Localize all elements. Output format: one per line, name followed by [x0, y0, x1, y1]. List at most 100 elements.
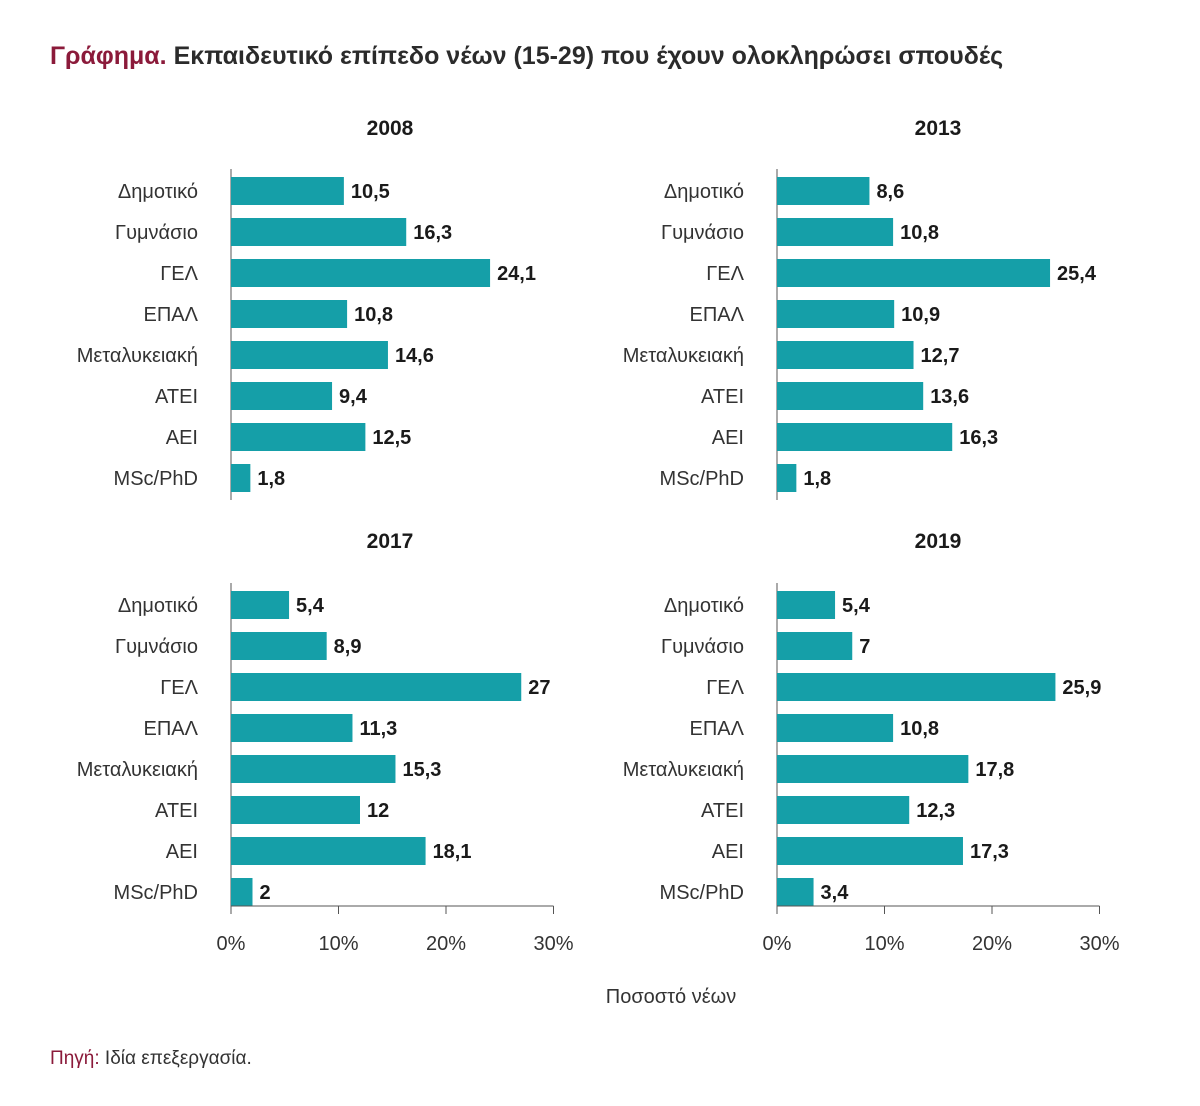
bar-2017: [231, 878, 253, 906]
category-label-2013: Γυμνάσιο: [661, 222, 744, 244]
category-label-2017: ΓΕΛ: [160, 677, 198, 699]
x-tick-label-2019: 30%: [1079, 933, 1119, 955]
x-tick-label-2017: 20%: [426, 933, 466, 955]
value-label-2013: 25,4: [1057, 263, 1097, 285]
category-label-2017: ΕΠΑΛ: [144, 718, 199, 740]
chart-title-text: Εκπαιδευτικό επίπεδο νέων (15-29) που έχ…: [173, 42, 1004, 70]
value-label-2013: 12,7: [921, 345, 960, 367]
category-label-2019: Μεταλυκειακή: [623, 759, 744, 781]
bar-2008: [231, 423, 366, 451]
bar-2019: [777, 796, 910, 824]
bar-2008: [231, 218, 407, 246]
chart-title-prefix: Γράφημα.: [50, 42, 167, 70]
value-label-2017: 8,9: [334, 636, 362, 658]
bar-2008: [231, 300, 348, 328]
category-label-2013: ΑΤΕΙ: [701, 386, 744, 408]
bar-2013: [777, 177, 870, 205]
bar-2013: [777, 382, 924, 410]
category-label-2008: ΓΕΛ: [160, 263, 198, 285]
category-label-2013: ΓΕΛ: [706, 263, 744, 285]
bar-2019: [777, 632, 853, 660]
value-label-2017: 12: [367, 800, 389, 822]
bar-2019: [777, 878, 814, 906]
value-label-2008: 12,5: [372, 427, 411, 449]
value-label-2013: 8,6: [876, 181, 904, 203]
value-label-2019: 5,4: [842, 595, 871, 617]
category-label-2013: Μεταλυκειακή: [623, 345, 744, 367]
x-tick-label-2019: 0%: [763, 933, 792, 955]
category-label-2008: ΕΠΑΛ: [144, 304, 199, 326]
x-tick-label-2017: 30%: [533, 933, 573, 955]
category-label-2013: ΕΠΑΛ: [690, 304, 745, 326]
bar-2017: [231, 796, 360, 824]
x-tick-label-2019: 10%: [864, 933, 904, 955]
category-label-2008: ΑΕΙ: [166, 427, 198, 449]
bar-2013: [777, 259, 1051, 287]
category-label-2008: ΑΤΕΙ: [155, 386, 198, 408]
bar-2017: [231, 714, 353, 742]
bar-2008: [231, 177, 344, 205]
bar-2019: [777, 673, 1056, 701]
value-label-2017: 2: [260, 882, 271, 904]
category-label-2019: ΑΕΙ: [712, 841, 744, 863]
category-label-2008: MSc/PhD: [114, 468, 198, 490]
value-label-2008: 10,8: [354, 304, 393, 326]
category-label-2008: Μεταλυκειακή: [77, 345, 198, 367]
panel-title-2008: 2008: [367, 117, 414, 140]
category-label-2013: ΑΕΙ: [712, 427, 744, 449]
bar-2019: [777, 755, 969, 783]
value-label-2008: 1,8: [257, 468, 285, 490]
value-label-2019: 17,3: [970, 841, 1009, 863]
source-note: Πηγή: Ιδία επεξεργασία.: [50, 1048, 252, 1070]
bar-2017: [231, 632, 327, 660]
value-label-2013: 10,9: [901, 304, 940, 326]
category-label-2017: Γυμνάσιο: [115, 636, 198, 658]
value-label-2019: 17,8: [975, 759, 1014, 781]
category-label-2013: Δημοτικό: [664, 181, 744, 203]
value-label-2008: 9,4: [339, 386, 368, 408]
x-tick-label-2019: 20%: [972, 933, 1012, 955]
bar-2017: [231, 591, 290, 619]
source-text: Ιδία επεξεργασία.: [104, 1048, 252, 1069]
category-label-2019: Γυμνάσιο: [661, 636, 744, 658]
bar-2019: [777, 714, 894, 742]
x-axis-label: Ποσοστό νέων: [606, 986, 737, 1008]
value-label-2019: 12,3: [916, 800, 955, 822]
bar-2008: [231, 382, 333, 410]
x-tick-label-2017: 10%: [318, 933, 358, 955]
bar-2019: [777, 591, 836, 619]
bar-2008: [231, 464, 251, 492]
bar-2008: [231, 341, 388, 369]
category-label-2017: ΑΤΕΙ: [155, 800, 198, 822]
chart-title: Γράφημα. Εκπαιδευτικό επίπεδο νέων (15-2…: [50, 42, 1003, 71]
bar-2017: [231, 755, 396, 783]
bar-2017: [231, 837, 426, 865]
category-label-2017: MSc/PhD: [114, 882, 198, 904]
category-label-2013: MSc/PhD: [660, 468, 744, 490]
value-label-2008: 10,5: [351, 181, 390, 203]
category-label-2019: MSc/PhD: [660, 882, 744, 904]
value-label-2017: 27: [528, 677, 550, 699]
value-label-2019: 7: [859, 636, 870, 658]
category-label-2017: ΑΕΙ: [166, 841, 198, 863]
category-label-2019: ΑΤΕΙ: [701, 800, 744, 822]
value-label-2013: 10,8: [900, 222, 939, 244]
category-label-2008: Γυμνάσιο: [115, 222, 198, 244]
value-label-2013: 13,6: [930, 386, 969, 408]
category-label-2019: ΕΠΑΛ: [690, 718, 745, 740]
source-label: Πηγή:: [50, 1048, 100, 1069]
bar-2013: [777, 423, 953, 451]
panel-title-2017: 2017: [367, 530, 414, 553]
value-label-2019: 3,4: [821, 882, 850, 904]
value-label-2013: 16,3: [959, 427, 998, 449]
panel-title-2019: 2019: [915, 530, 962, 553]
bar-2013: [777, 300, 895, 328]
bar-2013: [777, 464, 797, 492]
bar-2013: [777, 341, 914, 369]
category-label-2017: Δημοτικό: [118, 595, 198, 617]
value-label-2017: 11,3: [359, 718, 397, 740]
category-label-2017: Μεταλυκειακή: [77, 759, 198, 781]
panel-title-2013: 2013: [915, 117, 962, 140]
